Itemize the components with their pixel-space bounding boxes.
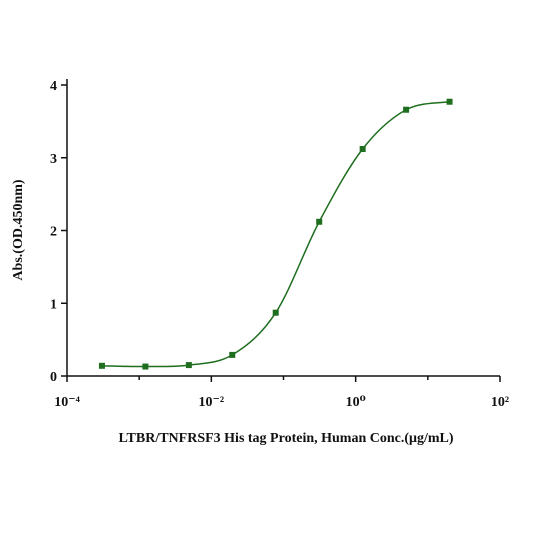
point <box>403 106 410 113</box>
point <box>316 218 323 225</box>
y-tick-label: 0 <box>50 370 57 385</box>
point <box>142 363 149 370</box>
point <box>359 146 366 153</box>
point <box>272 309 279 316</box>
x-tick-label: 10⁻⁴ <box>54 395 80 410</box>
y-tick-label: 4 <box>50 79 57 94</box>
point <box>98 362 105 369</box>
point <box>446 98 453 105</box>
x-axis-label: LTBR/TNFRSF3 His tag Protein, Human Conc… <box>118 431 453 446</box>
y-tick-label: 3 <box>50 152 57 167</box>
x-tick-label: 10⁻² <box>199 395 225 410</box>
y-tick-label: 2 <box>50 225 57 240</box>
y-tick-label: 1 <box>50 297 57 312</box>
x-tick-label: 10⁰ <box>346 395 366 410</box>
point <box>185 362 192 369</box>
y-axis-label: Abs.(OD.450nm) <box>11 179 26 280</box>
point <box>229 351 236 358</box>
curve <box>101 100 450 368</box>
x-tick-label: 10² <box>491 395 509 410</box>
